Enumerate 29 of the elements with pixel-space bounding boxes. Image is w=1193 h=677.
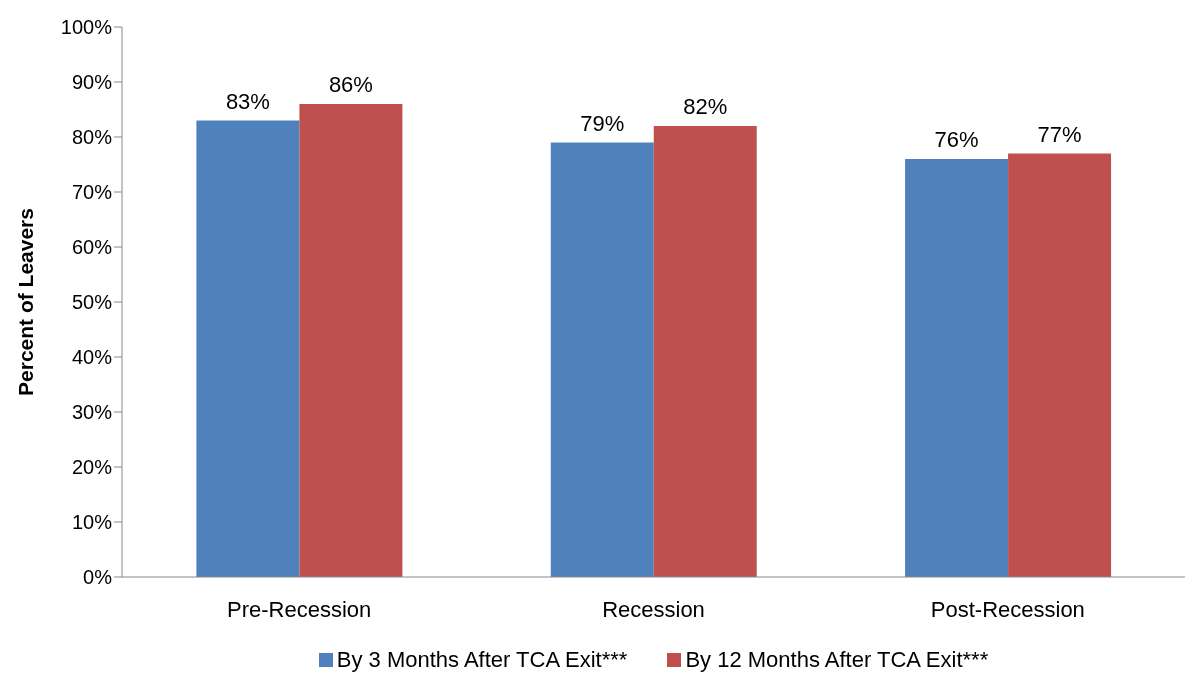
y-tick-label: 60%	[71, 236, 113, 259]
y-tick-label: 90%	[71, 71, 113, 94]
y-tick-label: 10%	[71, 511, 113, 534]
y-tick-label: 20%	[71, 456, 113, 479]
data-label: 76%	[934, 127, 979, 152]
data-label: 79%	[580, 110, 625, 136]
x-tick-label: Pre-Recession	[227, 596, 372, 622]
y-tick-label: 30%	[71, 401, 113, 424]
bar	[653, 126, 757, 577]
x-tick-label: Recession	[602, 596, 705, 622]
legend-label: By 3 Months After TCA Exit***	[336, 647, 628, 673]
y-tick-label: 50%	[71, 291, 113, 314]
y-tick-label: 70%	[71, 181, 113, 204]
y-tick-label: 100%	[60, 16, 113, 39]
data-label: 86%	[328, 72, 373, 97]
bar	[1008, 153, 1112, 577]
bar	[905, 159, 1009, 577]
bar	[196, 120, 300, 577]
y-axis-title: Percent of Leavers	[14, 208, 38, 396]
x-tick-label: Post-Recession	[930, 596, 1085, 622]
bar	[550, 142, 654, 577]
bar	[299, 104, 403, 577]
data-label: 83%	[225, 88, 270, 114]
data-label: 77%	[1037, 121, 1082, 147]
y-tick-label: 40%	[71, 346, 113, 369]
data-label: 82%	[683, 94, 728, 119]
legend-label: By 12 Months After TCA Exit***	[685, 647, 989, 673]
y-tick-label: 80%	[71, 126, 113, 149]
y-tick-label: 0%	[83, 566, 113, 589]
